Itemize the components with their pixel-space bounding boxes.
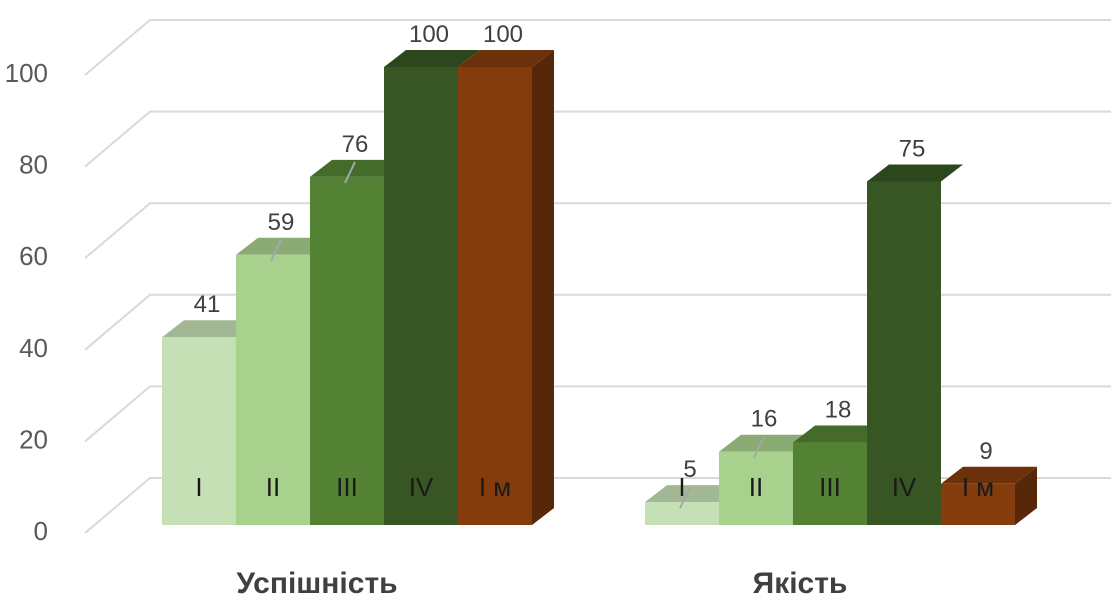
bar-top (867, 164, 963, 182)
category-label: Успішність (236, 567, 397, 599)
bar-side (1015, 466, 1037, 525)
bar-top (941, 466, 1037, 484)
bar: 76 III (310, 131, 406, 526)
bar-front (236, 254, 310, 525)
bar: 75 IV (867, 136, 963, 525)
bar: 16 II (719, 406, 815, 525)
bar-front (384, 67, 458, 525)
y-tick-label: 60 (19, 241, 48, 271)
leader-line (270, 239, 282, 262)
bar-inside-label: II (266, 472, 280, 502)
bar-top (719, 434, 815, 452)
bar-front (719, 451, 793, 525)
data-label: 18 (825, 397, 852, 424)
y-tick-label: 0 (34, 516, 48, 546)
data-label: 76 (342, 131, 369, 158)
y-tick-label: 100 (5, 58, 48, 88)
data-label: 75 (899, 136, 926, 163)
y-tick-label: 40 (19, 333, 48, 363)
data-label: 100 (409, 21, 449, 48)
bar-front (310, 176, 384, 526)
bar-inside-label: І м (962, 472, 994, 502)
bar-side (532, 50, 554, 525)
bar-top (645, 485, 741, 503)
category-labels: Успішність Якість (236, 567, 847, 599)
gridline (84, 385, 1111, 443)
bar-top (310, 159, 406, 177)
bar-front (645, 502, 719, 525)
data-label: 100 (483, 21, 523, 48)
data-label: 16 (751, 406, 778, 433)
bar: 9 І м (941, 438, 1037, 525)
bar: 5I (645, 456, 741, 525)
leader-line (344, 161, 356, 184)
y-tick-label: 80 (19, 150, 48, 180)
bar-inside-label: III (336, 472, 358, 502)
bar-front (162, 337, 236, 525)
bar-inside-label: II (749, 472, 763, 502)
bar: 59 II (236, 209, 332, 525)
bar-top (162, 320, 258, 338)
bar-inside-label: I (195, 472, 202, 502)
bar-front (941, 483, 1015, 525)
data-label: 9 (979, 438, 992, 465)
bar-top (458, 50, 554, 67)
bar: 100 IV (384, 21, 480, 525)
bar: 41 I (162, 291, 258, 525)
bar-front (793, 442, 867, 525)
gridline (84, 202, 1111, 259)
bar-top (793, 425, 889, 443)
data-label: 59 (268, 209, 295, 236)
bar-inside-label: І м (479, 472, 511, 502)
gridline (84, 110, 1111, 168)
leader-line (753, 436, 765, 459)
leader-line (679, 486, 691, 509)
bar-top (236, 237, 332, 255)
gridline (84, 19, 1111, 76)
data-label: 41 (194, 291, 221, 318)
y-tick-label: 20 (19, 424, 48, 454)
bar-top (384, 50, 480, 67)
bar: 100 І м (458, 21, 554, 525)
gridline (84, 293, 1111, 351)
bar-inside-label: IV (892, 472, 917, 502)
bar-inside-label: I (678, 472, 685, 502)
bar: 18 III (793, 397, 889, 525)
y-axis-ticks: 0 20 40 60 80 100 (5, 58, 48, 546)
bar-inside-label: III (819, 472, 841, 502)
category-label: Якість (753, 567, 848, 599)
data-label: 5 (683, 456, 696, 483)
bar-inside-label: IV (409, 472, 434, 502)
bar-front (867, 181, 941, 525)
bar-front (458, 67, 532, 525)
